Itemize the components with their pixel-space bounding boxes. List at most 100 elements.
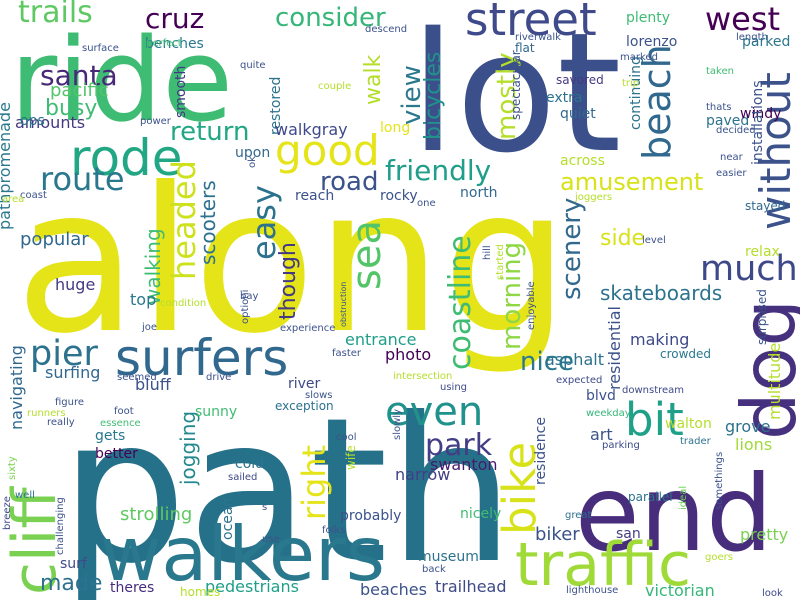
word-sunny: sunny bbox=[195, 404, 237, 420]
word-dog: dog bbox=[725, 299, 800, 440]
word-obstruction: obstruction bbox=[339, 282, 348, 327]
word-park: park bbox=[425, 428, 493, 463]
word-benches: benches bbox=[145, 36, 204, 52]
word-blvd: blvd bbox=[586, 388, 616, 404]
word-narrow: narrow bbox=[395, 465, 450, 484]
word-descend: descend bbox=[365, 24, 407, 35]
word-look: look bbox=[762, 588, 783, 599]
word-traffic: traffic bbox=[515, 530, 691, 600]
word-near: near bbox=[720, 152, 744, 163]
word-north: north bbox=[460, 185, 498, 201]
word-riverwalk: riverwalk bbox=[515, 32, 561, 43]
word-residential: residential bbox=[605, 306, 624, 390]
word-san: san bbox=[616, 526, 641, 542]
word-cold: cold bbox=[235, 456, 264, 472]
word-parked: parked bbox=[742, 34, 790, 50]
word-foot: foot bbox=[114, 406, 134, 417]
word-grove: grove bbox=[725, 417, 770, 436]
word-lorenzo: lorenzo bbox=[626, 34, 677, 50]
word-ride: ride bbox=[10, 14, 233, 148]
word-headed: headed bbox=[165, 160, 203, 280]
word-faster: faster bbox=[332, 348, 362, 359]
word-easier: easier bbox=[716, 168, 747, 179]
word-west: west bbox=[705, 0, 780, 38]
word-extra: extra bbox=[546, 90, 582, 106]
word-return: return bbox=[170, 117, 250, 147]
word-using: using bbox=[440, 382, 467, 393]
word-length: length bbox=[736, 32, 768, 43]
word-great: great bbox=[565, 510, 592, 521]
word-sailed: sailed bbox=[228, 472, 257, 483]
word-s: s bbox=[262, 502, 267, 513]
word-jogging: jogging bbox=[176, 411, 200, 486]
word-navigating: navigating bbox=[7, 345, 26, 430]
word-across: across bbox=[560, 153, 605, 169]
word-lighthouse: lighthouse bbox=[566, 585, 618, 596]
word-thats: thats bbox=[706, 102, 732, 113]
word-upon: upon bbox=[235, 145, 270, 161]
word-one: one bbox=[417, 198, 436, 209]
word-parking: parking bbox=[602, 440, 640, 451]
word-condition: condition bbox=[160, 298, 206, 309]
word-paved: paved bbox=[706, 113, 749, 129]
word-view: view bbox=[397, 65, 427, 125]
word-biker: biker bbox=[535, 524, 580, 545]
word-enjoyable: enjoyable bbox=[526, 281, 537, 330]
word-beaches: beaches bbox=[360, 580, 427, 599]
word-bike: bike bbox=[493, 442, 546, 535]
word-ok: ok bbox=[247, 156, 258, 168]
word-decided: decided bbox=[716, 125, 756, 136]
word-back: back bbox=[422, 564, 446, 575]
word-side: side bbox=[600, 226, 645, 251]
word-ops: ops bbox=[20, 113, 45, 129]
word-trails: trails bbox=[18, 0, 93, 30]
word-amusement: amusement bbox=[560, 168, 703, 196]
word-surf: surf bbox=[60, 556, 88, 572]
word-popular: popular bbox=[20, 229, 89, 250]
word-hill: hill bbox=[482, 245, 493, 260]
word-theres: theres bbox=[110, 580, 154, 596]
word-even: even bbox=[385, 389, 483, 435]
word-gets: gets bbox=[95, 428, 125, 444]
word-made: made bbox=[40, 571, 102, 596]
word-multitude: multitude bbox=[765, 343, 784, 420]
word-surface: surface bbox=[82, 43, 119, 54]
word-trip: trip bbox=[622, 78, 639, 89]
word-power: power bbox=[140, 116, 172, 127]
word-lions: lions bbox=[735, 435, 772, 454]
word-well: well bbox=[15, 490, 35, 501]
word-essence: essence bbox=[100, 418, 141, 429]
word-stayed: stayed bbox=[745, 199, 785, 213]
word-parallel: parallel bbox=[628, 490, 673, 504]
word-walton: walton bbox=[665, 416, 712, 432]
word-cool: cool bbox=[336, 432, 357, 443]
word-somethings: somethings bbox=[714, 452, 725, 510]
word-path: path bbox=[60, 375, 515, 600]
word-folks: folks bbox=[322, 525, 345, 536]
word-amounts: amounts bbox=[15, 113, 85, 132]
word-bit: bit bbox=[625, 393, 684, 446]
word-crowded: crowded bbox=[660, 347, 711, 361]
word-entrance: entrance bbox=[345, 330, 416, 349]
word-route: route bbox=[40, 160, 125, 198]
word-drive: drive bbox=[206, 372, 231, 383]
word-sixty: sixty bbox=[7, 456, 18, 480]
word-wife: wife bbox=[344, 445, 358, 470]
word-victorian: victorian bbox=[645, 581, 715, 600]
word-downstream: downstream bbox=[622, 385, 684, 396]
word-santa: santa bbox=[40, 59, 118, 92]
word-surfing: surfing bbox=[45, 363, 100, 382]
word-quiet: quiet bbox=[560, 106, 596, 122]
word-goers: goers bbox=[705, 552, 733, 563]
word-coast: coast bbox=[20, 190, 47, 201]
word-good: good bbox=[275, 126, 380, 175]
word-photo: photo bbox=[385, 345, 431, 364]
word-end: end bbox=[575, 453, 773, 575]
word-without: without bbox=[751, 72, 800, 230]
word-started: started bbox=[495, 244, 506, 280]
word-trader: trader bbox=[680, 436, 712, 447]
word-sea: sea bbox=[344, 220, 390, 290]
word-savored: savored bbox=[556, 73, 604, 87]
word-asphalt: asphalt bbox=[545, 350, 604, 369]
word-mostly: mostly bbox=[492, 52, 522, 140]
